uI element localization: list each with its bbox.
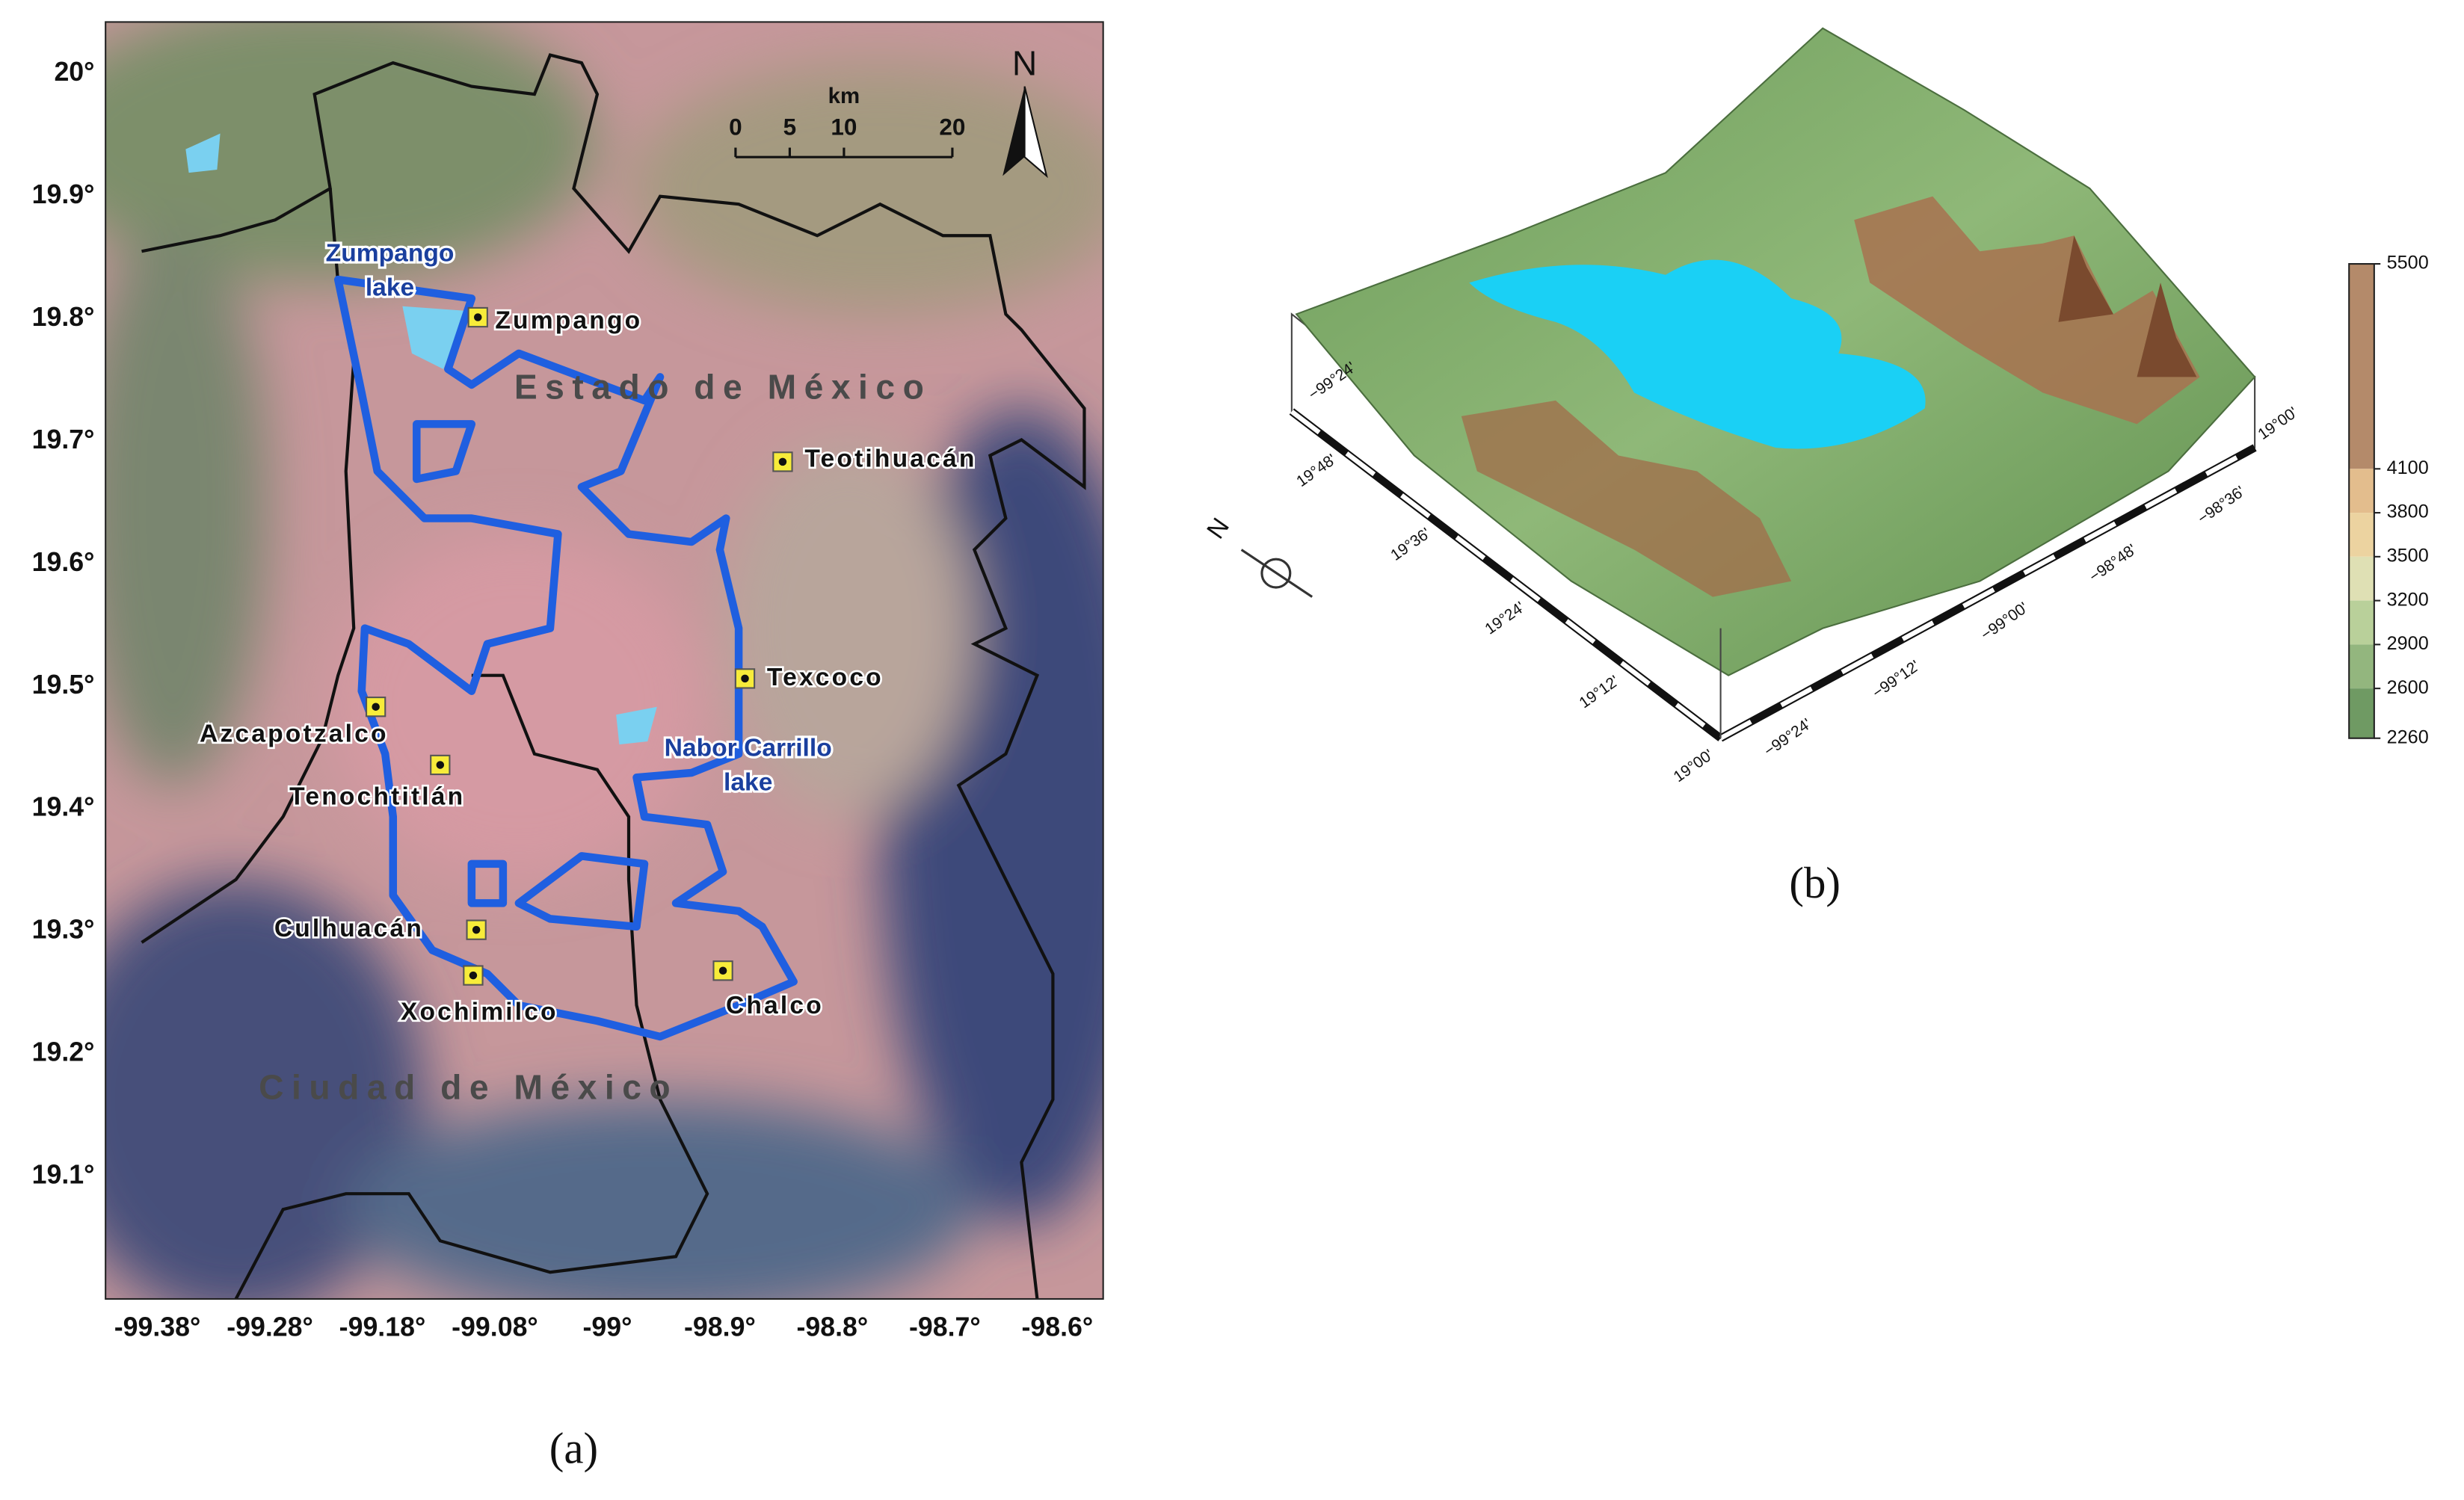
colorbar-label: 3500 [2387, 545, 2429, 566]
colorbar-band [2349, 513, 2374, 557]
lat-label: 19.7° [32, 425, 95, 454]
scale-unit: km [828, 84, 860, 108]
site-label: Tenochtitlán [289, 783, 465, 810]
lon-label: −99°24' [1761, 715, 1815, 760]
scale-label: 5 [783, 114, 797, 141]
lat-label: 19.3° [32, 915, 95, 945]
scale-label: 20 [939, 114, 965, 141]
site-dot [436, 761, 445, 769]
colorbar-label: 2600 [2387, 677, 2429, 698]
region-label: Ciudad de México [259, 1068, 678, 1107]
lat-label: 19°48' [1293, 451, 1340, 490]
site-marker [772, 451, 793, 472]
lat-label: 19°12' [1576, 673, 1622, 712]
map-frame [105, 21, 1104, 1300]
colorbar-label: 4100 [2387, 457, 2429, 478]
site-dot [472, 925, 481, 934]
site-dot [778, 457, 787, 466]
colorbar-band [2349, 556, 2374, 601]
terrain-block [1240, 27, 2257, 742]
scale-label: 0 [729, 114, 742, 141]
lon-label: -99.18° [339, 1312, 426, 1342]
north-label: N [1012, 43, 1037, 82]
lon-label: −98°48' [2086, 541, 2140, 586]
lat-label: 19.1° [32, 1160, 95, 1190]
lake-label: Nabor Carrillo [665, 734, 832, 762]
lat-label: 19°24' [1482, 599, 1528, 638]
colorbar-band [2349, 469, 2374, 513]
lake-label: lake [366, 274, 414, 302]
lon-label: -98.8° [797, 1312, 869, 1342]
lake-label: lake [724, 769, 772, 797]
site-label: Texcoco [767, 664, 884, 691]
colorbar-label: 2900 [2387, 633, 2429, 654]
site-dot [718, 966, 727, 975]
colorbar-label: 3200 [2387, 589, 2429, 610]
lat-label: 19.6° [32, 547, 95, 577]
lat-label: 19.2° [32, 1037, 95, 1067]
lon-label: -98.6° [1021, 1312, 1093, 1342]
colorbar-label: 3800 [2387, 501, 2429, 522]
lat-label: 19.8° [32, 302, 95, 332]
north-label: N [1202, 513, 1235, 544]
lon-label: -99° [582, 1312, 632, 1342]
corner-label: 19°00' [2255, 404, 2301, 443]
colorbar-band [2349, 264, 2374, 469]
lat-label: 19.4° [32, 792, 95, 822]
scale-label: 10 [831, 114, 857, 141]
colorbar-band [2349, 688, 2374, 738]
site-label: Zumpango [495, 307, 642, 335]
lat-label: 19.9° [32, 179, 95, 209]
caption: (a) [549, 1424, 598, 1472]
site-dot [469, 971, 478, 980]
colorbar-label: 5500 [2387, 253, 2429, 274]
site-label: Culhuacán [274, 915, 424, 942]
lat-label: 19.5° [32, 670, 95, 700]
site-label: Chalco [726, 992, 824, 1019]
lon-label: −99°12' [1870, 657, 1924, 702]
colorbar-band [2349, 600, 2374, 645]
region-label: Estado de México [514, 367, 932, 406]
lon-label: −98°36' [2195, 483, 2249, 528]
lat-label: 19°00' [1671, 746, 1717, 786]
lake-label: Zumpango [326, 239, 455, 267]
satellite-image [105, 22, 1103, 1299]
lon-label: -99.38° [114, 1312, 201, 1342]
site-dot [372, 703, 380, 711]
lon-label: -98.9° [684, 1312, 756, 1342]
site-label: Azcapotzalco [200, 720, 389, 747]
site-label: Teotihuacán [804, 445, 976, 473]
lon-label: −99°00' [1978, 599, 2032, 644]
caption: (b) [1789, 859, 1841, 907]
lon-label: -99.28° [227, 1312, 313, 1342]
lon-label: -98.7° [909, 1312, 981, 1342]
colorbar-band [2349, 644, 2374, 689]
urban-outline [333, 275, 798, 1041]
site-label: Xochimilco [401, 998, 558, 1025]
lon-label: -99.08° [452, 1312, 538, 1342]
site-dot [741, 674, 749, 683]
lat-label: 20° [54, 57, 94, 87]
site-dot [473, 313, 482, 321]
north-arrow [1023, 86, 1048, 179]
colorbar-frame [2348, 263, 2375, 739]
lat-label: 19°36' [1387, 525, 1434, 564]
colorbar-label: 2260 [2387, 726, 2429, 747]
